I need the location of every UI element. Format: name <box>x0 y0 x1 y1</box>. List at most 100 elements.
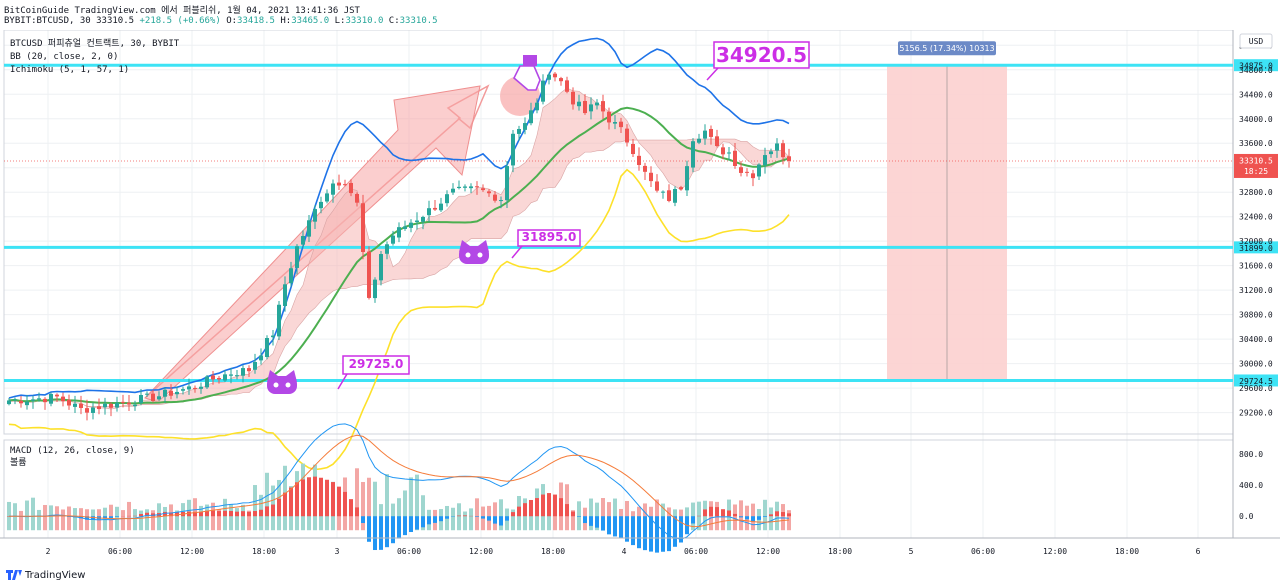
annotation-pointer <box>337 373 348 390</box>
pointing-hand-cuff-icon <box>523 55 537 66</box>
candle-body <box>685 166 689 191</box>
macd-histogram-bar <box>319 477 323 517</box>
volume-bar <box>763 499 767 531</box>
volume-bar <box>181 503 185 531</box>
macd-histogram-bar <box>619 516 623 539</box>
time-tick-label: 5 <box>909 547 914 556</box>
trading-chart[interactable]: 5156.5 (17.34%) 10313 34875.0 31899.0 2972… <box>0 30 1280 568</box>
tradingview-logo[interactable]: TradingView <box>6 570 85 581</box>
price-tick-label: 29600.0 <box>1239 384 1273 393</box>
currency-badge <box>1239 33 1273 49</box>
candle-body <box>307 220 311 237</box>
cat-icon-eye <box>477 252 483 258</box>
candle-body <box>367 251 371 298</box>
macd-histogram-bar <box>229 510 233 517</box>
macd-histogram-bar <box>763 516 767 517</box>
macd-histogram-bar <box>445 516 449 519</box>
price-tick-label: 32000.0 <box>1239 237 1273 246</box>
macd-histogram-bar <box>109 516 113 518</box>
candle-body <box>541 80 545 102</box>
macd-histogram-bar <box>313 476 317 517</box>
candle-body <box>139 395 143 403</box>
macd-histogram-bar <box>775 511 779 517</box>
macd-histogram-bar <box>679 516 683 543</box>
macd-histogram-bar <box>115 516 119 517</box>
time-tick-label: 3 <box>335 547 340 556</box>
volume-bar <box>373 481 377 531</box>
price-tick-label: 32400.0 <box>1239 213 1273 222</box>
level-price-label: 34875.0 <box>1239 62 1273 71</box>
candle-body <box>733 150 737 166</box>
candle-body <box>571 91 575 105</box>
candle-body <box>403 226 407 229</box>
annotation-price-label: 29725.0 <box>349 357 404 371</box>
candle-body <box>721 147 725 155</box>
symbol: BYBIT:BTCUSD, 30 <box>4 16 91 26</box>
macd-histogram-bar <box>523 503 527 517</box>
candle-body <box>265 338 269 358</box>
price-tick-label: 30400.0 <box>1239 335 1273 344</box>
candle-body <box>241 368 245 376</box>
volume-bar <box>529 503 533 531</box>
candle-body <box>781 143 785 158</box>
macd-histogram-bar <box>367 516 371 542</box>
candle-body <box>745 171 749 173</box>
macd-histogram-bar <box>349 499 353 517</box>
ichimoku-lagging-line <box>8 168 790 471</box>
volume-bar <box>409 477 413 531</box>
volume-bar <box>55 506 59 531</box>
candle-body <box>421 216 425 222</box>
candle-body <box>115 402 119 408</box>
volume-bar <box>217 509 221 531</box>
macd-histogram-bar <box>577 516 581 517</box>
candle-body <box>649 172 653 182</box>
candle-body <box>763 155 767 166</box>
macd-histogram-bar <box>559 498 563 517</box>
macd-histogram-bar <box>199 512 203 517</box>
candle-body <box>463 186 467 188</box>
macd-histogram-bar <box>457 515 461 517</box>
candle-body <box>343 184 347 186</box>
candle-body <box>169 390 173 396</box>
candle-body <box>121 401 125 403</box>
last-value: 33310.5 <box>96 16 135 26</box>
volume-bar <box>211 502 215 531</box>
volume-bar <box>247 510 251 531</box>
time-tick-label: 18:00 <box>828 547 852 556</box>
candle-body <box>301 236 305 245</box>
macd-histogram-bar <box>277 498 281 517</box>
cat-icon-ear <box>267 370 278 382</box>
volume-bar <box>199 505 203 531</box>
legend-bb: BB (20, close, 2, 0) <box>10 52 118 62</box>
volume-bar <box>403 490 407 531</box>
legend-ichimoku: Ichimoku (5, 1, 57, 1) <box>10 65 129 75</box>
bb-upper-line <box>8 37 790 399</box>
candle-body <box>451 188 455 193</box>
time-tick-label: 12:00 <box>469 547 493 556</box>
macd-histogram-bar <box>265 506 269 517</box>
macd-histogram-bar <box>739 516 743 518</box>
macd-histogram-bar <box>307 477 311 517</box>
candle-body <box>223 374 227 381</box>
volume-bar <box>205 504 209 531</box>
macd-histogram-bar <box>415 516 419 530</box>
macd-histogram-bar <box>691 516 695 524</box>
annotation-box <box>342 355 410 375</box>
volume-bar <box>577 501 581 531</box>
macd-histogram-bar <box>271 504 275 517</box>
macd-histogram-bar <box>589 516 593 526</box>
volume-bar <box>547 504 551 531</box>
volume-bar <box>361 481 365 531</box>
macd-histogram-bar <box>505 516 509 521</box>
candle-body <box>415 220 419 223</box>
volume-bar <box>169 504 173 531</box>
macd-histogram-bar <box>547 493 551 517</box>
candle-body <box>205 376 209 388</box>
macd-histogram-bar <box>535 498 539 517</box>
last-price-label: 33310.5 <box>1239 156 1273 165</box>
macd-histogram-bar <box>601 516 605 531</box>
candle-body <box>481 188 485 191</box>
macd-histogram-bar <box>421 516 425 528</box>
candle-body <box>445 194 449 204</box>
cat-icon-eye <box>285 382 291 388</box>
